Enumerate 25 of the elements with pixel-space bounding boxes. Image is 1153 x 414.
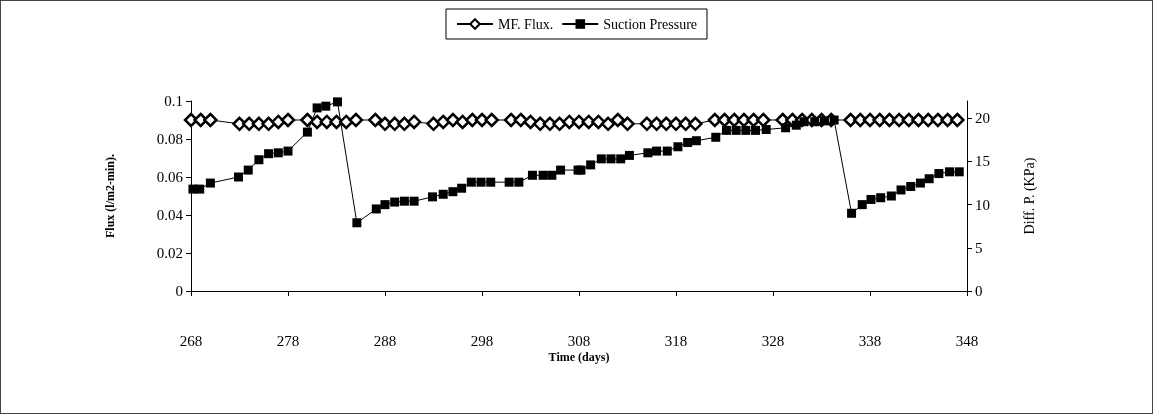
- x-tick-label: 268: [179, 332, 203, 349]
- y2-tick-label: 0: [975, 283, 983, 299]
- x-axis-title: Time (days): [548, 350, 610, 364]
- y-tick-label: 0.04: [156, 207, 184, 223]
- x-tick-label: 318: [664, 332, 688, 349]
- x-tick-label: 328: [761, 332, 785, 349]
- legend-label: Suction Pressure: [603, 16, 698, 32]
- legend-label: MF. Flux.: [498, 16, 554, 32]
- y2-tick-label: 5: [975, 239, 983, 256]
- y-axis-title: Flux (l/m2-min).: [103, 154, 117, 238]
- y-tick-label: 0.02: [156, 245, 183, 261]
- y-tick-label: 0: [175, 283, 183, 299]
- y-tick-label: 0.08: [156, 131, 183, 147]
- y-tick-label: 0.1: [164, 93, 183, 109]
- x-tick-label: 308: [567, 332, 591, 349]
- x-tick-label: 338: [858, 332, 882, 349]
- y2-tick-label: 20: [975, 110, 990, 127]
- y-tick-label: 0.06: [156, 169, 184, 185]
- x-tick-label: 288: [373, 332, 397, 349]
- y2-tick-label: 15: [975, 153, 990, 170]
- x-tick-label: 298: [470, 332, 494, 349]
- y2-axis-title: Diff. P. (KPa): [1021, 157, 1038, 235]
- y2-tick-label: 10: [975, 196, 990, 213]
- x-tick-label: 278: [276, 332, 300, 349]
- x-tick-label: 348: [955, 332, 979, 349]
